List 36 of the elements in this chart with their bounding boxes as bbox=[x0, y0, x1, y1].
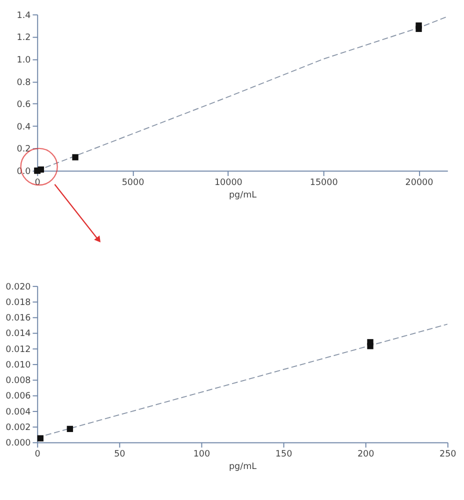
x-tick-label: 20000 bbox=[405, 178, 434, 188]
y-tick-label: 1.2 bbox=[16, 33, 31, 44]
y-tick-label: 0.002 bbox=[6, 423, 31, 434]
point bbox=[37, 435, 44, 442]
y-tick-label: 1.4 bbox=[16, 10, 32, 21]
point bbox=[367, 339, 374, 346]
y-tick-label: 0.8 bbox=[16, 78, 31, 88]
y-tick-label: 0.008 bbox=[6, 376, 31, 386]
y-tick-label: 1.0 bbox=[16, 55, 31, 66]
x-tick-label: 250 bbox=[440, 449, 456, 460]
x-tick-label: 150 bbox=[275, 449, 292, 460]
y-tick-label: 0.006 bbox=[6, 392, 32, 402]
point bbox=[416, 22, 422, 29]
y-tick-label: 0.010 bbox=[6, 360, 31, 370]
point bbox=[72, 154, 78, 160]
y-tick-label: 0.012 bbox=[6, 344, 31, 355]
y-tick-label: 0.004 bbox=[6, 407, 32, 418]
x-tick-label: 200 bbox=[357, 449, 374, 460]
x-tick-label: 50 bbox=[114, 449, 126, 460]
y-tick-label: 0.018 bbox=[6, 298, 31, 308]
y-tick-label: 0.4 bbox=[16, 122, 32, 132]
x-tick-label: 5000 bbox=[122, 178, 144, 188]
y-tick-label: 0.014 bbox=[6, 329, 32, 340]
y-tick-label: 0.000 bbox=[6, 438, 31, 449]
point bbox=[66, 426, 74, 432]
x-tick-label: 100 bbox=[193, 449, 210, 460]
x-tick-label: 15000 bbox=[310, 178, 338, 188]
x-axis-title: pg/mL bbox=[228, 190, 257, 201]
y-tick-label: 0.020 bbox=[6, 282, 31, 292]
x-tick-label: 10000 bbox=[214, 178, 242, 188]
y-tick-label: 0.2 bbox=[16, 144, 31, 155]
x-tick-label: 0 bbox=[34, 449, 40, 460]
y-tick-label: 0.016 bbox=[6, 314, 32, 324]
x-axis-title: pg/mL bbox=[228, 462, 257, 472]
y-tick-label: 0.6 bbox=[16, 100, 32, 110]
point bbox=[38, 166, 44, 173]
